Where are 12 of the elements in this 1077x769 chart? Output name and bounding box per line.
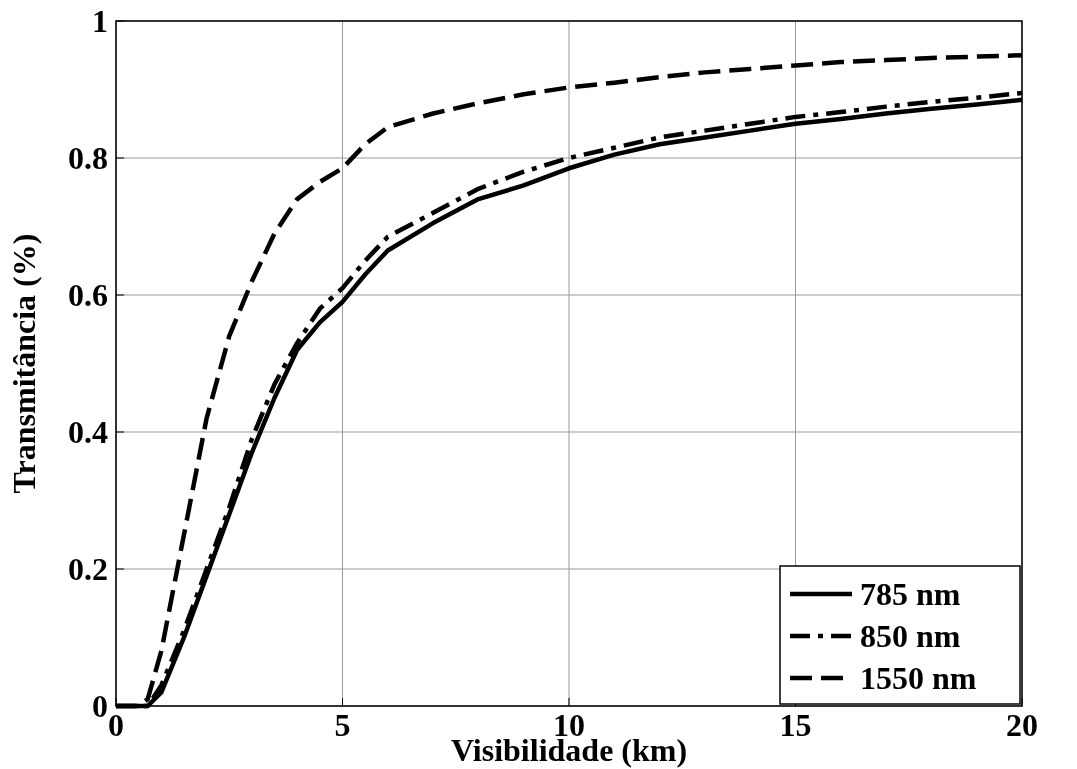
x-tick-label: 20 [1006, 707, 1038, 743]
y-tick-label: 0.8 [68, 140, 108, 176]
legend-label: 785 nm [860, 576, 961, 612]
y-tick-label: 0.6 [68, 277, 108, 313]
legend-label: 1550 nm [860, 660, 977, 696]
y-tick-label: 0.4 [68, 414, 108, 450]
y-tick-label: 1 [92, 3, 108, 39]
x-tick-label: 15 [779, 707, 812, 743]
x-tick-label: 5 [334, 707, 351, 743]
legend-label: 850 nm [860, 618, 961, 654]
y-axis-title: Transmitância (%) [6, 233, 42, 494]
y-tick-label: 0.2 [68, 551, 108, 587]
